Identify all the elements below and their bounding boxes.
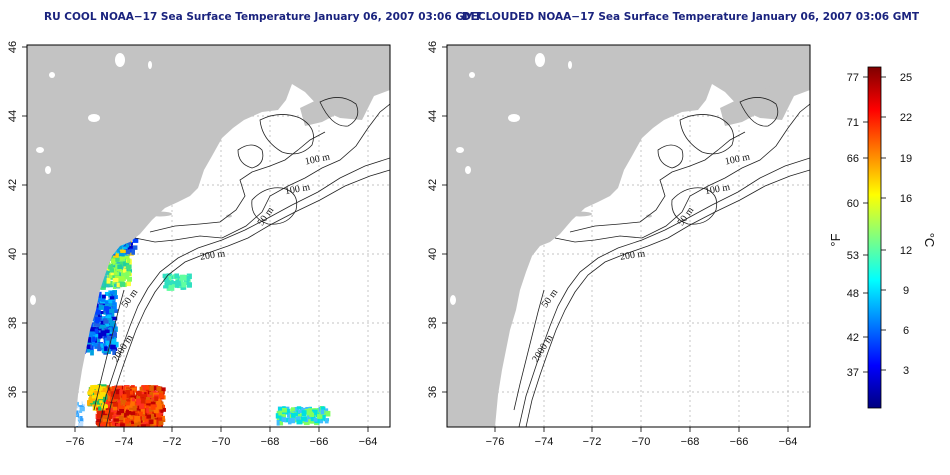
long-island bbox=[148, 211, 172, 217]
colorbar-f-label: 77 bbox=[847, 72, 859, 84]
left-map-title: RU COOL NOAA−17 Sea Surface Temperature … bbox=[44, 11, 482, 23]
lat-tick-label: 38 bbox=[427, 317, 439, 329]
lat-tick-label: 42 bbox=[7, 179, 19, 191]
contour-50m bbox=[569, 131, 746, 233]
nova-scotia-land bbox=[720, 72, 806, 126]
colorbar-f-label: 71 bbox=[847, 117, 859, 129]
contour-100m bbox=[554, 103, 810, 243]
colorbar-f-label: 66 bbox=[847, 153, 859, 165]
lon-tick-label: −76 bbox=[66, 436, 85, 448]
lat-tick-label: 44 bbox=[7, 110, 19, 122]
colorbar-c-label: 3 bbox=[903, 365, 909, 377]
colorbar-gradient bbox=[867, 66, 882, 409]
lat-tick-label: 44 bbox=[427, 110, 439, 122]
contour-label: 200 m bbox=[619, 248, 646, 262]
lat-tick-label: 46 bbox=[427, 41, 439, 53]
lon-tick-label: −70 bbox=[632, 436, 651, 448]
lon-tick-label: −64 bbox=[779, 436, 798, 448]
fahrenheit-unit-label: °F bbox=[828, 233, 843, 246]
colorbar-c-label: 9 bbox=[903, 285, 909, 297]
lon-tick-label: −66 bbox=[310, 436, 329, 448]
lon-tick-label: −64 bbox=[359, 436, 378, 448]
lat-tick-label: 40 bbox=[427, 248, 439, 260]
contour-label: 100 m bbox=[724, 152, 751, 168]
lat-tick-label: 42 bbox=[427, 179, 439, 191]
lat-tick-label: 36 bbox=[7, 386, 19, 398]
lon-tick-label: −76 bbox=[486, 436, 505, 448]
colorbar-f-label: 60 bbox=[847, 198, 859, 210]
colorbar-c-label: 12 bbox=[900, 245, 912, 257]
gulf-of-maine-contour bbox=[259, 114, 314, 155]
lon-tick-label: −66 bbox=[730, 436, 749, 448]
basin-contour bbox=[657, 144, 684, 169]
bathymetry-contours bbox=[93, 97, 390, 427]
contour-200m bbox=[518, 157, 810, 427]
scotian-shelf-contour bbox=[739, 97, 779, 127]
right-map-title: DECLOUDED NOAA−17 Sea Surface Temperatur… bbox=[462, 11, 919, 23]
colorbar-c-label: 6 bbox=[903, 325, 909, 337]
lat-tick-label: 40 bbox=[7, 248, 19, 260]
contour-200m bbox=[98, 157, 390, 427]
lon-tick-label: −68 bbox=[261, 436, 280, 448]
nova-scotia-land bbox=[300, 72, 386, 126]
map-frame bbox=[446, 44, 811, 428]
gulf-of-maine-contour bbox=[679, 114, 734, 155]
lon-tick-label: −74 bbox=[535, 436, 554, 448]
basin-contour bbox=[237, 144, 264, 169]
temperature-colorbar: 77 71 66 60 53 48 42 37 25 22 19 16 12 9 6 3 °F °C bbox=[828, 66, 937, 409]
georges-bank-contour bbox=[671, 187, 718, 225]
land-mass bbox=[27, 45, 390, 427]
lat-tick-label: 46 bbox=[7, 41, 19, 53]
contour-100m bbox=[134, 103, 390, 243]
contour-2000m bbox=[525, 169, 810, 427]
contour-label: 100 m bbox=[704, 182, 731, 197]
contour-50m bbox=[149, 131, 326, 233]
colorbar-c-label: 25 bbox=[900, 72, 912, 84]
lon-tick-label: −70 bbox=[212, 436, 231, 448]
sst-data-layer bbox=[927, 243, 950, 432]
contour-50m-south bbox=[513, 289, 545, 411]
lat-tick-label: 38 bbox=[7, 317, 19, 329]
north-america-land bbox=[27, 45, 390, 427]
north-america-land bbox=[447, 45, 810, 427]
colorbar-c-label: 19 bbox=[900, 153, 912, 165]
contour-label: 100 m bbox=[284, 182, 311, 197]
colorbar-c-label: 16 bbox=[900, 193, 912, 205]
bathymetry-contours bbox=[513, 97, 810, 427]
lat-tick-label: 36 bbox=[427, 386, 439, 398]
lon-tick-label: −72 bbox=[163, 436, 182, 448]
celsius-unit-label: °C bbox=[922, 233, 937, 248]
colorbar-f-label: 37 bbox=[847, 367, 859, 379]
contour-2000m bbox=[105, 169, 390, 427]
contour-label: 200 m bbox=[199, 248, 226, 262]
contour-label: 100 m bbox=[304, 152, 331, 168]
map-frame bbox=[26, 44, 391, 428]
lon-tick-label: −74 bbox=[115, 436, 134, 448]
colorbar-f-label: 53 bbox=[847, 250, 859, 262]
lon-tick-label: −72 bbox=[583, 436, 602, 448]
colorbar-f-label: 48 bbox=[847, 288, 859, 300]
colorbar-c-label: 22 bbox=[900, 112, 912, 124]
lon-tick-label: −68 bbox=[681, 436, 700, 448]
colorbar-f-label: 42 bbox=[847, 332, 859, 344]
scotian-shelf-contour bbox=[319, 97, 359, 127]
contour-50m-south bbox=[93, 289, 125, 411]
land-mass bbox=[447, 45, 810, 427]
georges-bank-contour bbox=[251, 187, 298, 225]
long-island bbox=[568, 211, 592, 217]
